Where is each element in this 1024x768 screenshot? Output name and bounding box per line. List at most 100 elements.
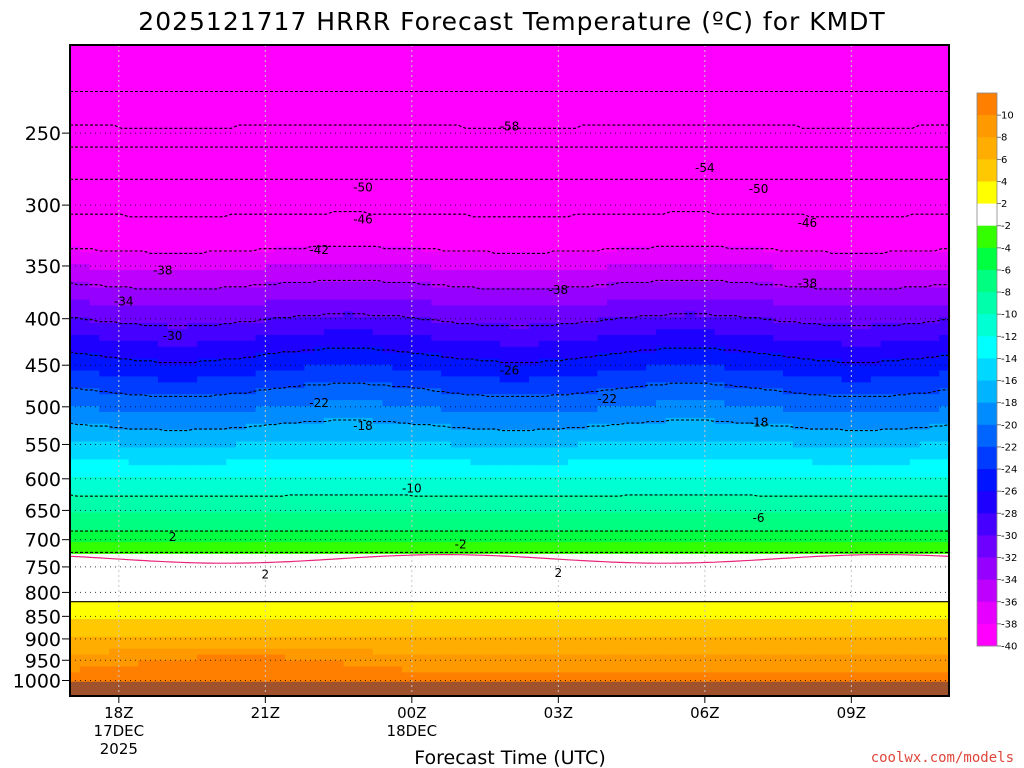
temperature-cell [275, 240, 286, 247]
temperature-cell [343, 376, 354, 383]
temperature-cell [216, 666, 227, 673]
temperature-cell [402, 216, 413, 224]
temperature-cell [187, 240, 198, 247]
temperature-cell [363, 619, 374, 626]
temperature-cell [284, 459, 296, 466]
temperature-cell [392, 453, 403, 460]
temperature-cell [333, 607, 345, 614]
temperature-cell [450, 234, 462, 241]
temperature-cell [226, 565, 237, 573]
temperature-cell [284, 548, 296, 555]
temperature-cell [450, 601, 462, 608]
temperature-cell [402, 624, 413, 632]
temperature-cell [450, 104, 462, 111]
temperature-cell [148, 163, 159, 170]
temperature-cell [148, 388, 159, 395]
temperature-cell [294, 672, 305, 679]
temperature-cell [294, 92, 305, 99]
temperature-cell [255, 642, 266, 650]
temperature-cell [392, 151, 403, 159]
temperature-cell [382, 607, 393, 614]
temperature-cell [275, 624, 286, 632]
temperature-cell [236, 376, 247, 383]
temperature-cell [216, 293, 227, 301]
temperature-cell [450, 376, 462, 383]
temperature-cell [392, 74, 403, 82]
temperature-cell [372, 559, 384, 567]
temperature-cell [372, 382, 384, 389]
temperature-cell [431, 500, 442, 508]
temperature-cell [460, 435, 472, 443]
temperature-cell [441, 287, 452, 295]
temperature-cell [333, 340, 345, 348]
temperature-cell [333, 571, 345, 579]
temperature-cell [499, 311, 511, 318]
temperature-cell [138, 488, 149, 496]
temperature-cell [333, 210, 345, 218]
temperature-cell [460, 477, 472, 484]
temperature-cell [70, 482, 81, 490]
temperature-cell [382, 234, 393, 241]
temperature-cell [509, 121, 520, 129]
temperature-cell [196, 163, 208, 170]
temperature-cell [157, 293, 169, 301]
temperature-cell [216, 453, 227, 460]
temperature-cell [226, 524, 237, 531]
temperature-cell [304, 447, 315, 454]
temperature-cell [489, 447, 501, 454]
temperature-cell [363, 406, 374, 413]
temperature-cell [109, 269, 120, 277]
temperature-cell [470, 258, 481, 265]
temperature-cell [509, 181, 520, 188]
temperature-cell [411, 500, 423, 508]
temperature-cell [509, 151, 520, 159]
temperature-cell [275, 370, 286, 378]
temperature-cell [109, 636, 120, 644]
temperature-cell [255, 151, 266, 159]
temperature-cell [206, 187, 218, 194]
temperature-cell [392, 80, 403, 88]
temperature-cell [89, 648, 100, 656]
temperature-cell [275, 192, 286, 200]
temperature-cell [157, 548, 169, 555]
temperature-cell [157, 482, 169, 490]
temperature-cell [441, 577, 452, 585]
temperature-cell [89, 654, 100, 662]
temperature-cell [489, 482, 501, 490]
temperature-cell [460, 459, 472, 466]
temperature-cell [343, 382, 354, 389]
temperature-cell [196, 382, 208, 389]
temperature-cell [157, 630, 169, 638]
temperature-cell [196, 293, 208, 301]
temperature-cell [148, 181, 159, 188]
temperature-cell [99, 187, 110, 194]
temperature-cell [196, 175, 208, 182]
temperature-cell [167, 447, 179, 454]
temperature-cell [109, 92, 120, 99]
temperature-cell [128, 417, 139, 425]
temperature-cell [148, 666, 159, 673]
temperature-cell [304, 198, 315, 206]
temperature-cell [148, 127, 159, 135]
temperature-cell [480, 110, 491, 117]
temperature-cell [128, 400, 139, 407]
temperature-cell [255, 423, 266, 431]
temperature-cell [236, 163, 247, 170]
temperature-cell [284, 181, 296, 188]
temperature-cell [148, 477, 159, 484]
temperature-cell [187, 334, 198, 342]
temperature-cell [284, 376, 296, 383]
temperature-cell [509, 222, 520, 230]
temperature-cell [323, 275, 335, 283]
temperature-cell [89, 435, 100, 443]
temperature-cell [363, 45, 374, 52]
temperature-cell [450, 110, 462, 117]
temperature-cell [441, 619, 452, 626]
temperature-cell [392, 175, 403, 182]
temperature-cell [148, 648, 159, 656]
temperature-cell [363, 382, 374, 389]
temperature-cell [304, 619, 315, 626]
temperature-cell [450, 619, 462, 626]
temperature-cell [109, 678, 120, 685]
temperature-cell [323, 287, 335, 295]
